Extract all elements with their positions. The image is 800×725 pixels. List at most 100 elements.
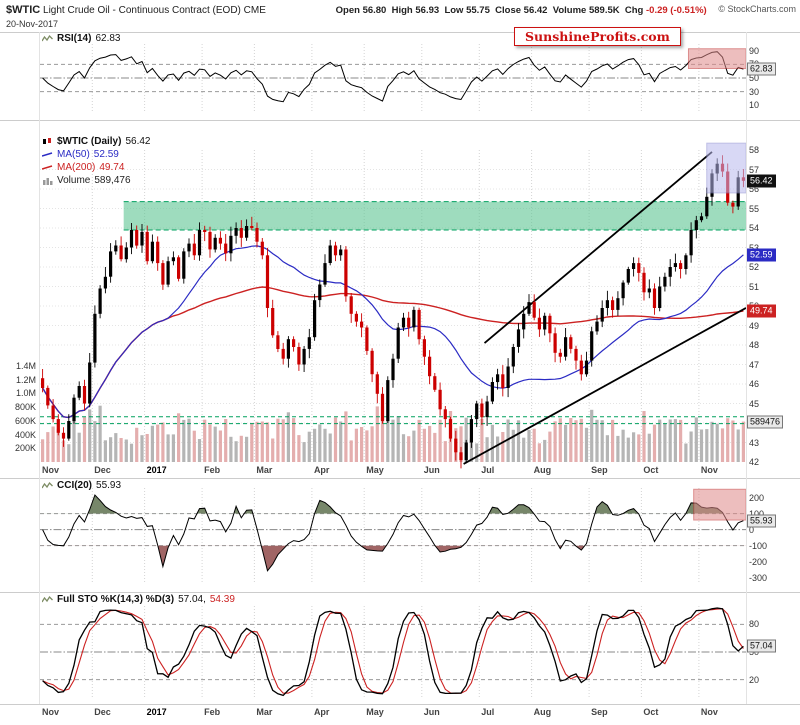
month-label-bottom: Feb xyxy=(204,707,221,717)
month-label-bottom: Nov xyxy=(700,707,718,717)
quote-label: Volume xyxy=(552,5,589,16)
indicator-icon xyxy=(42,481,53,489)
rsi-legend-value: 62.83 xyxy=(95,33,121,44)
ticker-symbol: $WTIC xyxy=(6,4,41,16)
price-legend-label: $WTIC (Daily) xyxy=(57,136,122,147)
month-label-bottom: Jul xyxy=(481,707,495,717)
sunshine-profits-logo[interactable]: SunshineProfits.com xyxy=(514,27,681,46)
plot-right-edge xyxy=(746,32,747,704)
month-label-top: Aug xyxy=(533,465,552,475)
sto-legend-label: Full STO %K(14,3) %D(3) xyxy=(57,594,175,605)
price-axis-label: 57 xyxy=(749,164,760,175)
month-label-bottom: Nov xyxy=(42,707,60,717)
volume-axis-label: 1.4M xyxy=(15,361,36,371)
ma200-line-icon xyxy=(42,165,53,170)
sto-k-value: 57.04, xyxy=(178,594,206,605)
volume-axis-label: 1.0M xyxy=(15,388,36,399)
chart-title-text: Light Crude Oil - Continuous Contract (E… xyxy=(40,5,266,16)
price-axis-label: 47 xyxy=(749,359,760,370)
rsi-panel xyxy=(40,48,747,103)
price-panel xyxy=(40,142,747,469)
price-axis-label: 51 xyxy=(749,281,760,292)
cci-legend: CCI(20) 55.93 xyxy=(42,480,121,491)
month-label-bottom: May xyxy=(366,707,384,717)
quote-label: Open xyxy=(335,5,363,16)
rsi-legend: RSI(14) 62.83 xyxy=(42,33,120,44)
month-label-bottom: Apr xyxy=(313,707,330,717)
value-box: 57.04 xyxy=(747,639,776,653)
ma200-legend: MA(200) 49.74 xyxy=(42,162,124,173)
volume-bars-icon xyxy=(43,178,53,185)
rsi-axis-label: 30 xyxy=(749,86,760,97)
price-axis-label: 58 xyxy=(749,145,760,155)
quote-value: -0.29 (-0.51%) xyxy=(646,5,712,16)
price-axis-label: 56 xyxy=(749,184,760,194)
volume-axis-label: 800K xyxy=(14,402,36,413)
cci-axis-label: 200 xyxy=(749,492,765,503)
price-axis-label: 55 xyxy=(749,203,760,214)
quote-label: Close xyxy=(495,5,524,16)
value-box: 52.59 xyxy=(747,248,776,262)
quote-value: 56.80 xyxy=(362,5,392,16)
quote-value: 56.93 xyxy=(415,5,445,16)
volume-axis-label: 1.2M xyxy=(15,374,36,385)
indicator-icon xyxy=(42,595,53,603)
candlestick-icon xyxy=(43,138,51,144)
quote-value: 55.75 xyxy=(466,5,496,16)
ma200-legend-value: 49.74 xyxy=(99,162,125,173)
sto-axis-label: 80 xyxy=(749,619,760,630)
panel-divider xyxy=(0,120,800,121)
month-label-top: Jul xyxy=(481,465,495,475)
ma200-legend-label: MA(200) xyxy=(57,162,96,173)
quote-value: 56.42 xyxy=(523,5,553,16)
panel-divider xyxy=(0,478,800,479)
month-label-bottom: Sep xyxy=(591,707,608,717)
quote-label: High xyxy=(391,5,416,16)
sto-panel xyxy=(40,607,746,697)
rsi-axis-label: 90 xyxy=(749,45,760,56)
month-label-bottom: Oct xyxy=(643,707,659,717)
month-label-top: Nov xyxy=(700,465,718,475)
month-label-bottom: Jun xyxy=(423,707,440,717)
cci-axis-label: -300 xyxy=(749,572,768,583)
month-label-top: Nov xyxy=(42,465,60,475)
volume-legend-label: Volume xyxy=(57,175,91,186)
sto-legend: Full STO %K(14,3) %D(3) 57.04, 54.39 xyxy=(42,594,235,605)
price-legend: $WTIC (Daily) 56.42 xyxy=(42,136,150,147)
ma50-legend-label: MA(50) xyxy=(57,149,90,160)
sto-d-value: 54.39 xyxy=(209,594,235,605)
value-box: 55.93 xyxy=(747,514,776,528)
value-box: 56.42 xyxy=(747,174,776,188)
quote-label: Chg xyxy=(624,5,646,16)
panel-divider xyxy=(0,592,800,593)
month-label-bottom: 2017 xyxy=(146,707,167,717)
rsi-legend-label: RSI(14) xyxy=(57,33,92,44)
quote-label: Low xyxy=(444,5,467,16)
volume-legend: Volume 589,476 xyxy=(42,175,131,186)
month-label-bottom: Mar xyxy=(256,707,273,717)
volume-legend-value: 589,476 xyxy=(94,175,131,186)
price-axis-label: 49 xyxy=(749,320,760,331)
price-axis-label: 54 xyxy=(749,223,760,233)
volume-axis-label: 400K xyxy=(14,429,36,440)
cci-axis-label: 100 xyxy=(749,509,764,519)
value-box: 589476 xyxy=(747,415,784,429)
panel-divider xyxy=(0,32,800,33)
ma50-legend: MA(50) 52.59 xyxy=(42,149,119,160)
ma50-legend-value: 52.59 xyxy=(93,149,119,160)
month-label-top: 2017 xyxy=(146,465,167,475)
month-label-top: Jun xyxy=(423,465,440,475)
month-label-bottom: Aug xyxy=(533,707,552,717)
price-axis-label: 53 xyxy=(749,242,760,253)
price-axis-label: 43 xyxy=(749,437,760,448)
cci-axis-label: -100 xyxy=(749,540,768,551)
month-label-top: Oct xyxy=(643,465,659,475)
panel-divider xyxy=(0,704,800,705)
price-axis-label: 48 xyxy=(749,340,760,350)
month-label-top: Mar xyxy=(256,465,273,475)
value-box: 49.74 xyxy=(747,304,776,318)
volume-axis-label: 200K xyxy=(14,443,36,454)
month-label-top: May xyxy=(366,465,384,475)
